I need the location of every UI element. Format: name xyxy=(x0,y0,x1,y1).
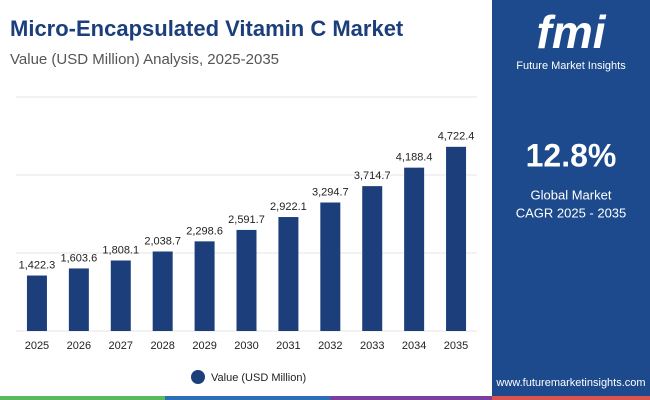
chart-subtitle: Value (USD Million) Analysis, 2025-2035 xyxy=(10,51,279,68)
legend-label: Value (USD Million) xyxy=(211,372,306,384)
stripe xyxy=(0,396,165,400)
x-tick-label: 2025 xyxy=(25,340,49,352)
website: www.futuremarketinsights.com xyxy=(495,377,645,389)
bar xyxy=(320,202,341,331)
stripe xyxy=(492,396,650,400)
bar xyxy=(110,260,131,331)
stripe xyxy=(165,396,330,400)
side-panel xyxy=(492,0,650,396)
data-label: 2,038.7 xyxy=(144,235,181,247)
x-tick-label: 2034 xyxy=(402,340,426,352)
bar xyxy=(404,167,425,331)
chart-title: Micro-Encapsulated Vitamin C Market xyxy=(10,16,404,41)
data-label: 3,714.7 xyxy=(354,170,391,182)
cagr-label: CAGR 2025 - 2035 xyxy=(516,205,627,220)
x-tick-label: 2028 xyxy=(150,340,174,352)
data-label: 3,294.7 xyxy=(312,186,349,198)
brand: Future Market Insights xyxy=(516,60,626,72)
x-tick-label: 2027 xyxy=(109,340,133,352)
data-label: 2,922.1 xyxy=(270,201,307,213)
bar xyxy=(194,241,215,331)
x-tick-label: 2031 xyxy=(276,340,300,352)
stripe xyxy=(330,396,492,400)
data-label: 1,603.6 xyxy=(61,252,98,264)
data-label: 1,808.1 xyxy=(102,244,139,256)
data-label: 1,422.3 xyxy=(19,259,56,271)
bar xyxy=(278,217,299,331)
bar xyxy=(236,229,257,331)
data-label: 4,722.4 xyxy=(438,131,475,143)
bar xyxy=(26,275,47,331)
logo: fmi xyxy=(537,6,607,58)
x-tick-label: 2029 xyxy=(192,340,216,352)
x-tick-label: 2032 xyxy=(318,340,342,352)
x-tick-label: 2033 xyxy=(360,340,384,352)
data-label: 4,188.4 xyxy=(396,152,433,164)
x-tick-label: 2026 xyxy=(67,340,91,352)
cagr-value: 12.8% xyxy=(526,137,617,173)
x-tick-label: 2030 xyxy=(234,340,258,352)
bar xyxy=(362,186,383,331)
bar xyxy=(446,146,467,331)
data-label: 2,591.7 xyxy=(228,214,265,226)
legend-marker xyxy=(191,370,205,384)
data-label: 2,298.6 xyxy=(186,225,223,237)
x-tick-label: 2035 xyxy=(444,340,468,352)
bar xyxy=(152,251,173,331)
cagr-label: Global Market xyxy=(531,187,612,202)
bar xyxy=(68,268,89,331)
